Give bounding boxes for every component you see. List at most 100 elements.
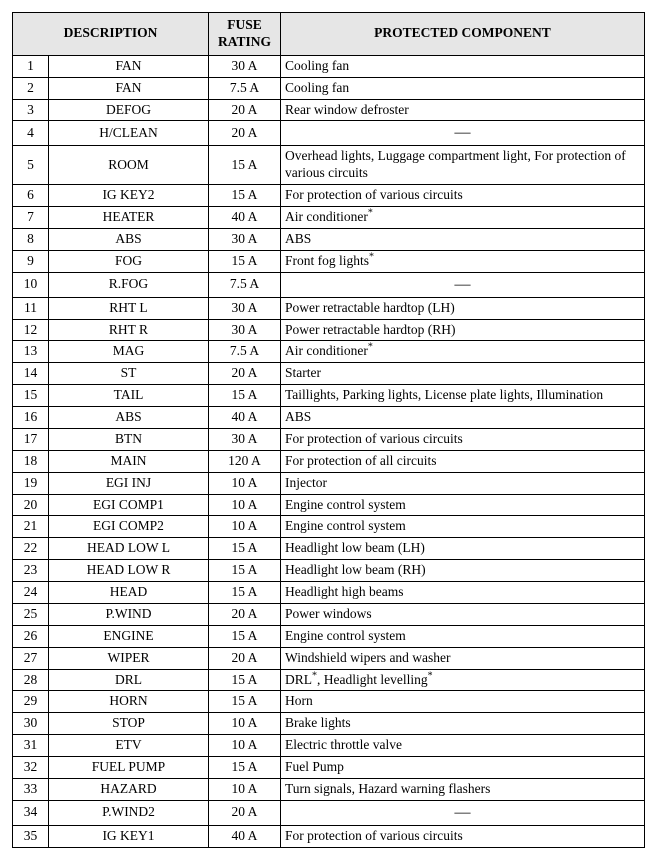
row-fuse-rating: 15 A <box>209 538 281 560</box>
header-description: DESCRIPTION <box>13 13 209 56</box>
row-protected-component: Cooling fan <box>281 55 645 77</box>
row-protected-component: Electric throttle valve <box>281 735 645 757</box>
row-description: ABS <box>49 228 209 250</box>
table-row: 35IG KEY140 AFor protection of various c… <box>13 825 645 847</box>
row-description: FUEL PUMP <box>49 757 209 779</box>
row-protected-component: Windshield wipers and washer <box>281 647 645 669</box>
row-fuse-rating: 20 A <box>209 800 281 825</box>
header-row: DESCRIPTION FUSERATING PROTECTED COMPONE… <box>13 13 645 56</box>
row-fuse-rating: 120 A <box>209 450 281 472</box>
row-description: HAZARD <box>49 778 209 800</box>
row-fuse-rating: 20 A <box>209 363 281 385</box>
row-fuse-rating: 20 A <box>209 647 281 669</box>
row-number: 19 <box>13 472 49 494</box>
row-description: ETV <box>49 735 209 757</box>
row-fuse-rating: 15 A <box>209 385 281 407</box>
table-row: 29HORN15 AHorn <box>13 691 645 713</box>
row-protected-component: For protection of various circuits <box>281 428 645 450</box>
row-fuse-rating: 15 A <box>209 250 281 272</box>
row-number: 28 <box>13 669 49 691</box>
row-number: 25 <box>13 603 49 625</box>
row-number: 23 <box>13 560 49 582</box>
row-description: HORN <box>49 691 209 713</box>
row-number: 15 <box>13 385 49 407</box>
row-description: RHT L <box>49 297 209 319</box>
row-protected-component: Engine control system <box>281 494 645 516</box>
table-row: 23HEAD LOW R15 AHeadlight low beam (RH) <box>13 560 645 582</box>
row-number: 22 <box>13 538 49 560</box>
row-protected-component: ― <box>281 800 645 825</box>
row-fuse-rating: 30 A <box>209 297 281 319</box>
row-fuse-rating: 40 A <box>209 825 281 847</box>
fuse-table: DESCRIPTION FUSERATING PROTECTED COMPONE… <box>12 12 645 848</box>
row-description: DEFOG <box>49 99 209 121</box>
row-protected-component: Fuel Pump <box>281 757 645 779</box>
row-fuse-rating: 20 A <box>209 603 281 625</box>
row-description: EGI COMP1 <box>49 494 209 516</box>
row-fuse-rating: 10 A <box>209 494 281 516</box>
row-number: 16 <box>13 407 49 429</box>
row-number: 13 <box>13 341 49 363</box>
row-description: BTN <box>49 428 209 450</box>
row-fuse-rating: 15 A <box>209 185 281 207</box>
table-row: 12RHT R30 APower retractable hardtop (RH… <box>13 319 645 341</box>
row-fuse-rating: 40 A <box>209 407 281 429</box>
row-number: 14 <box>13 363 49 385</box>
table-row: 13MAG7.5 AAir conditioner* <box>13 341 645 363</box>
row-fuse-rating: 15 A <box>209 669 281 691</box>
row-fuse-rating: 10 A <box>209 735 281 757</box>
table-row: 11RHT L30 APower retractable hardtop (LH… <box>13 297 645 319</box>
row-protected-component: Cooling fan <box>281 77 645 99</box>
header-protected-component: PROTECTED COMPONENT <box>281 13 645 56</box>
row-fuse-rating: 15 A <box>209 757 281 779</box>
row-description: EGI INJ <box>49 472 209 494</box>
header-fuse-rating: FUSERATING <box>209 13 281 56</box>
row-fuse-rating: 7.5 A <box>209 272 281 297</box>
row-number: 17 <box>13 428 49 450</box>
row-number: 18 <box>13 450 49 472</box>
row-description: P.WIND2 <box>49 800 209 825</box>
row-number: 3 <box>13 99 49 121</box>
row-protected-component: Taillights, Parking lights, License plat… <box>281 385 645 407</box>
row-protected-component: Engine control system <box>281 516 645 538</box>
row-number: 24 <box>13 582 49 604</box>
row-description: TAIL <box>49 385 209 407</box>
row-number: 11 <box>13 297 49 319</box>
table-row: 32FUEL PUMP15 AFuel Pump <box>13 757 645 779</box>
table-row: 19EGI INJ10 AInjector <box>13 472 645 494</box>
row-number: 6 <box>13 185 49 207</box>
row-description: MAIN <box>49 450 209 472</box>
row-number: 27 <box>13 647 49 669</box>
table-row: 3DEFOG20 ARear window defroster <box>13 99 645 121</box>
row-fuse-rating: 7.5 A <box>209 341 281 363</box>
table-row: 28DRL15 ADRL*, Headlight levelling* <box>13 669 645 691</box>
asterisk-icon: * <box>312 670 317 681</box>
table-row: 15TAIL15 ATaillights, Parking lights, Li… <box>13 385 645 407</box>
table-row: 31ETV10 AElectric throttle valve <box>13 735 645 757</box>
row-number: 2 <box>13 77 49 99</box>
row-protected-component: DRL*, Headlight levelling* <box>281 669 645 691</box>
row-fuse-rating: 15 A <box>209 625 281 647</box>
row-protected-component: Power retractable hardtop (LH) <box>281 297 645 319</box>
asterisk-icon: * <box>428 670 433 681</box>
row-protected-component: Injector <box>281 472 645 494</box>
row-description: H/CLEAN <box>49 121 209 146</box>
table-row: 7HEATER40 AAir conditioner* <box>13 207 645 229</box>
row-description: IG KEY1 <box>49 825 209 847</box>
row-fuse-rating: 10 A <box>209 713 281 735</box>
row-protected-component: ― <box>281 272 645 297</box>
table-row: 1FAN30 ACooling fan <box>13 55 645 77</box>
row-protected-component: Brake lights <box>281 713 645 735</box>
row-description: P.WIND <box>49 603 209 625</box>
row-description: ABS <box>49 407 209 429</box>
row-description: WIPER <box>49 647 209 669</box>
row-fuse-rating: 7.5 A <box>209 77 281 99</box>
row-description: ROOM <box>49 146 209 185</box>
row-fuse-rating: 15 A <box>209 691 281 713</box>
row-number: 9 <box>13 250 49 272</box>
row-fuse-rating: 30 A <box>209 55 281 77</box>
row-description: IG KEY2 <box>49 185 209 207</box>
row-protected-component: For protection of all circuits <box>281 450 645 472</box>
row-number: 29 <box>13 691 49 713</box>
table-row: 14ST20 AStarter <box>13 363 645 385</box>
